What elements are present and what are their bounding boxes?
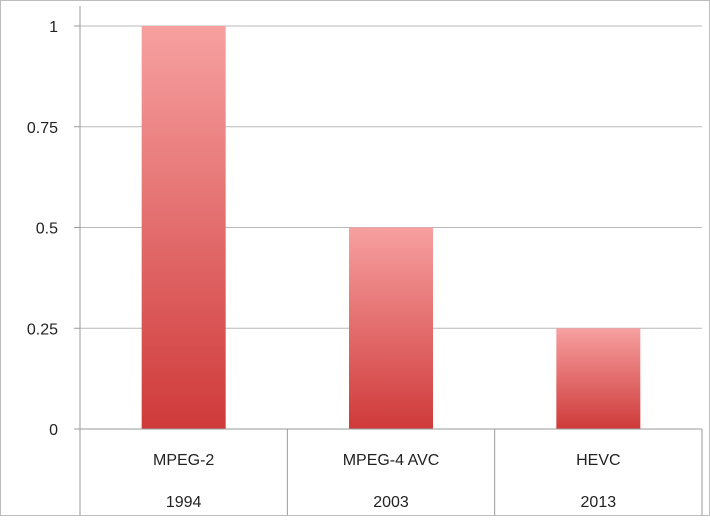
x-category-year: 1994: [166, 494, 202, 511]
axes: [74, 6, 703, 515]
y-tick-label: 0: [49, 422, 58, 439]
y-tick-label: 1: [49, 19, 58, 36]
bar-mpeg-4-avc: [349, 227, 433, 429]
bar-hevc: [556, 328, 641, 429]
labels: 0 0.25 0.5 0.75 1 MPEG-2 1994 MPEG-4 AVC 2003 HEV…: [27, 19, 621, 511]
x-category-label: MPEG-2: [153, 452, 214, 469]
y-tick-label: 0.5: [36, 221, 58, 238]
x-category-label: HEVC: [576, 452, 620, 469]
x-category-year: 2013: [581, 494, 617, 511]
bars: [141, 26, 641, 429]
y-tick-label: 0.25: [27, 321, 58, 338]
x-category-label: MPEG-4 AVC: [343, 452, 440, 469]
x-category-year: 2003: [373, 494, 409, 511]
bar-mpeg-2: [141, 26, 226, 429]
y-tick-label: 0.75: [27, 120, 58, 137]
